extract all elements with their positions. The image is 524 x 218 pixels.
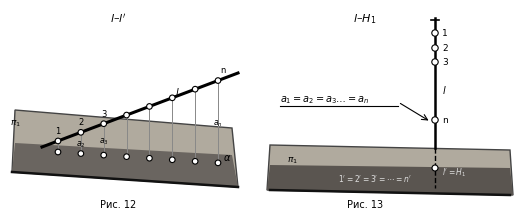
Polygon shape — [12, 143, 238, 187]
Text: $a_3$: $a_3$ — [99, 136, 108, 147]
Circle shape — [55, 138, 61, 144]
Text: $a_n$: $a_n$ — [213, 118, 223, 129]
Text: Рис. 12: Рис. 12 — [100, 200, 136, 210]
Text: $\pi_1$: $\pi_1$ — [10, 118, 21, 128]
Text: $l$–$l'$: $l$–$l'$ — [110, 12, 126, 25]
Text: n: n — [220, 66, 225, 75]
Text: $a_2$: $a_2$ — [76, 140, 85, 150]
Text: $1'=2'=3'=\cdots=n'$: $1'=2'=3'=\cdots=n'$ — [338, 172, 412, 184]
Circle shape — [215, 78, 221, 83]
Circle shape — [78, 151, 84, 156]
Circle shape — [101, 121, 106, 126]
Circle shape — [432, 45, 438, 51]
Text: 3: 3 — [442, 58, 447, 66]
Text: n: n — [442, 116, 447, 124]
Text: $l$: $l$ — [175, 86, 180, 98]
Circle shape — [432, 59, 438, 65]
Circle shape — [169, 157, 175, 163]
Text: 3: 3 — [101, 110, 106, 119]
Text: $l'=H_1$: $l'=H_1$ — [442, 167, 466, 179]
Text: 2: 2 — [78, 118, 83, 127]
Text: 1: 1 — [56, 127, 61, 136]
Circle shape — [124, 154, 129, 159]
Circle shape — [192, 158, 198, 164]
Polygon shape — [12, 110, 238, 187]
Text: $\alpha$: $\alpha$ — [223, 153, 231, 163]
Circle shape — [55, 149, 61, 155]
Text: 1: 1 — [442, 29, 447, 37]
Circle shape — [78, 129, 84, 135]
Circle shape — [432, 165, 438, 171]
Circle shape — [124, 112, 129, 118]
Circle shape — [432, 117, 438, 123]
Circle shape — [147, 104, 152, 109]
Text: $\pi_1$: $\pi_1$ — [287, 155, 298, 165]
Polygon shape — [267, 145, 513, 195]
Circle shape — [215, 160, 221, 166]
Circle shape — [432, 30, 438, 36]
Circle shape — [169, 95, 175, 101]
Text: $l$: $l$ — [442, 84, 446, 96]
Text: Рис. 13: Рис. 13 — [347, 200, 383, 210]
Circle shape — [192, 86, 198, 92]
Circle shape — [101, 152, 106, 158]
Circle shape — [147, 155, 152, 161]
Text: $a_1=a_2=a_3\ldots=a_n$: $a_1=a_2=a_3\ldots=a_n$ — [280, 94, 369, 106]
Polygon shape — [267, 165, 513, 195]
Text: $l$–$H_1$: $l$–$H_1$ — [353, 12, 377, 26]
Text: 2: 2 — [442, 44, 447, 53]
